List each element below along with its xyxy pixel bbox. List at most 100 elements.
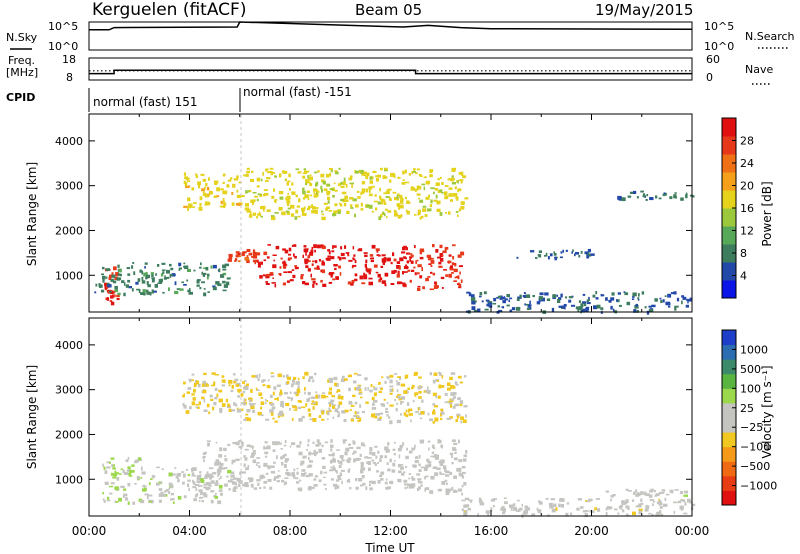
heatmap-cell	[282, 248, 286, 251]
heatmap-cell	[684, 502, 687, 506]
heatmap-cell	[176, 288, 181, 290]
heatmap-cell	[259, 194, 263, 197]
heatmap-cell	[347, 469, 351, 473]
heatmap-cell	[508, 299, 510, 303]
heatmap-cell	[301, 406, 306, 409]
velocity-colorbar-tick-label: 25	[740, 402, 754, 415]
heatmap-cell	[289, 279, 294, 282]
heatmap-cell	[179, 288, 184, 291]
heatmap-cell	[352, 440, 355, 443]
heatmap-cell	[404, 487, 407, 490]
heatmap-cell	[506, 294, 510, 298]
heatmap-cell	[372, 403, 376, 406]
heatmap-cell	[635, 493, 639, 497]
heatmap-cell	[302, 376, 305, 380]
heatmap-cell	[264, 451, 269, 455]
heatmap-cell	[664, 497, 667, 501]
heatmap-cell	[447, 489, 450, 493]
heatmap-cell	[296, 471, 299, 475]
heatmap-cell	[405, 264, 408, 267]
heatmap-cell	[359, 417, 362, 421]
heatmap-cell	[127, 501, 130, 505]
heatmap-cell	[223, 447, 227, 451]
heatmap-cell	[583, 303, 587, 307]
heatmap-cell	[138, 289, 141, 293]
heatmap-cell	[302, 187, 305, 191]
heatmap-cell	[102, 498, 105, 501]
heatmap-cell	[265, 472, 269, 475]
heatmap-cell	[425, 389, 429, 393]
heatmap-cell	[566, 502, 570, 505]
heatmap-cell	[410, 187, 415, 191]
heatmap-cell	[321, 260, 324, 263]
heatmap-cell	[453, 490, 458, 493]
heatmap-cell	[193, 384, 197, 388]
heatmap-cell	[249, 190, 252, 192]
heatmap-cell	[343, 177, 346, 182]
heatmap-cell	[402, 179, 405, 181]
heatmap-cell	[502, 300, 506, 304]
heatmap-cell	[460, 416, 464, 420]
heatmap-cell	[415, 455, 418, 458]
heatmap-cell	[334, 203, 338, 207]
heatmap-cell	[395, 380, 398, 382]
heatmap-cell	[199, 474, 202, 478]
heatmap-cell	[374, 463, 377, 466]
heatmap-cell	[214, 374, 219, 376]
heatmap-cell	[327, 249, 331, 252]
heatmap-cell	[337, 475, 341, 479]
heatmap-cell	[109, 274, 113, 278]
heatmap-cell	[245, 467, 249, 471]
heatmap-cell	[562, 249, 564, 253]
heatmap-cell	[297, 385, 300, 389]
heatmap-cell	[140, 477, 143, 479]
heatmap-cell	[652, 503, 654, 506]
heatmap-cell	[235, 203, 239, 206]
heatmap-cell	[274, 199, 277, 203]
heatmap-cell	[454, 381, 458, 385]
heatmap-cell	[386, 462, 389, 465]
heatmap-cell	[389, 385, 394, 388]
heatmap-cell	[452, 244, 456, 247]
heatmap-cell	[372, 452, 376, 456]
heatmap-cell	[332, 484, 335, 487]
heatmap-cell	[430, 265, 433, 267]
velocity-data-layer	[102, 371, 696, 518]
heatmap-cell	[338, 265, 341, 269]
heatmap-cell	[337, 256, 340, 259]
heatmap-cell	[445, 474, 450, 477]
heatmap-cell	[206, 276, 209, 280]
heatmap-cell	[375, 271, 379, 274]
heatmap-cell	[228, 384, 231, 387]
power-colorbar-tick-label: 8	[740, 247, 747, 260]
heatmap-cell	[321, 269, 325, 274]
heatmap-cell	[419, 250, 422, 255]
heatmap-cell	[592, 294, 596, 298]
heatmap-cell	[337, 459, 340, 462]
heatmap-cell	[315, 282, 318, 286]
heatmap-cell	[456, 403, 459, 407]
heatmap-cell	[402, 471, 406, 473]
heatmap-cell	[377, 174, 381, 178]
heatmap-cell	[558, 305, 563, 308]
heatmap-cell	[414, 371, 418, 376]
heatmap-cell	[421, 267, 423, 271]
heatmap-cell	[619, 196, 622, 200]
heatmap-cell	[440, 417, 443, 421]
heatmap-cell	[125, 497, 129, 501]
heatmap-cell	[132, 262, 135, 264]
heatmap-cell	[645, 199, 648, 201]
heatmap-cell	[536, 301, 541, 305]
heatmap-cell	[538, 255, 542, 258]
heatmap-cell	[190, 206, 196, 208]
heatmap-cell	[220, 466, 223, 469]
heatmap-cell	[361, 190, 365, 195]
station-title: Kerguelen (fitACF)	[92, 0, 246, 20]
heatmap-cell	[674, 192, 677, 194]
heatmap-cell	[311, 486, 315, 489]
heatmap-cell	[157, 264, 160, 267]
heatmap-cell	[389, 458, 392, 463]
heatmap-cell	[450, 398, 455, 401]
heatmap-cell	[103, 466, 106, 470]
